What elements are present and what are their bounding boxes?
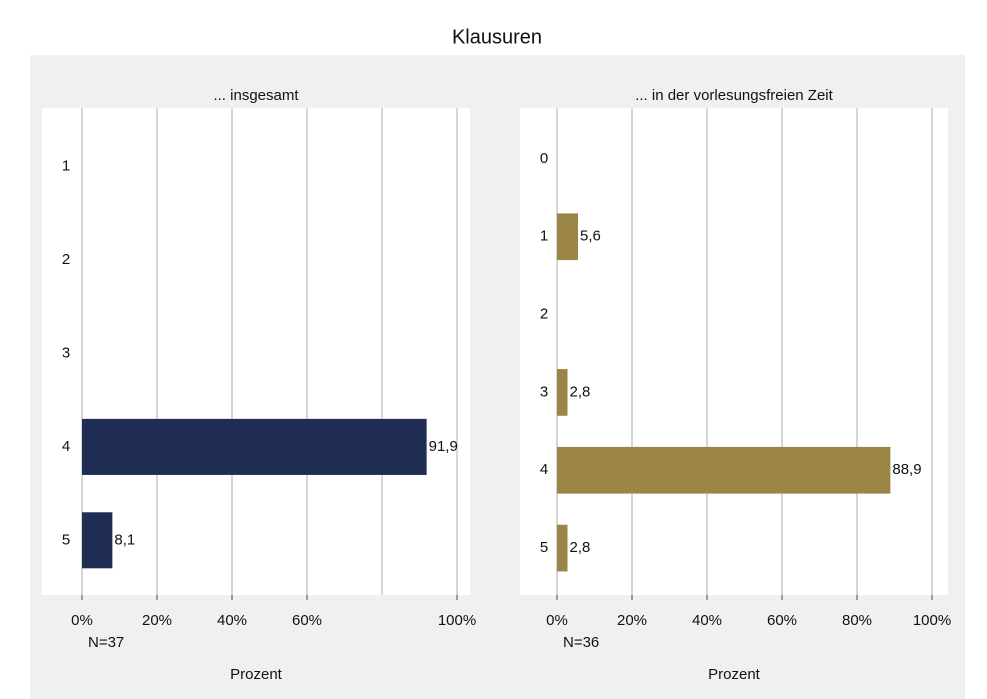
x-tick-label: 80% [842, 612, 872, 629]
y-tick-label: 2 [62, 251, 70, 268]
y-tick-label: 4 [540, 461, 548, 478]
panel-title: ... insgesamt [213, 87, 299, 104]
y-tick-label: 3 [540, 383, 548, 400]
panel-title: ... in der vorlesungsfreien Zeit [635, 87, 833, 104]
plot-area [520, 108, 948, 595]
bar [557, 369, 568, 416]
bar [557, 213, 578, 261]
value-label: 91,9 [429, 438, 458, 455]
plot-area [42, 108, 470, 595]
y-tick-label: 3 [62, 344, 70, 361]
value-label: 88,9 [892, 461, 921, 478]
y-tick-label: 5 [62, 531, 70, 548]
note: N=37 [88, 634, 124, 651]
chart-title: Klausuren [452, 26, 542, 48]
value-label: 8,1 [114, 531, 135, 548]
x-tick-label: 20% [142, 612, 172, 629]
x-axis-label: Prozent [708, 666, 761, 683]
bar [82, 512, 113, 569]
note: N=36 [563, 634, 599, 651]
y-tick-label: 1 [540, 228, 548, 245]
x-tick-label: 60% [292, 612, 322, 629]
y-tick-label: 2 [540, 306, 548, 323]
y-tick-label: 0 [540, 150, 548, 167]
x-tick-label: 40% [217, 612, 247, 629]
x-axis-label: Prozent [230, 666, 283, 683]
y-tick-label: 5 [540, 539, 548, 556]
x-tick-label: 20% [617, 612, 647, 629]
y-tick-label: 4 [62, 438, 70, 455]
bar [557, 446, 891, 494]
value-label: 2,8 [570, 383, 591, 400]
bar [82, 418, 427, 475]
bar [557, 524, 568, 572]
value-label: 5,6 [580, 228, 601, 245]
x-tick-label: 100% [438, 612, 476, 629]
y-tick-label: 1 [62, 158, 70, 175]
x-tick-label: 0% [546, 612, 568, 629]
x-tick-label: 60% [767, 612, 797, 629]
x-tick-label: 100% [913, 612, 951, 629]
value-label: 2,8 [570, 539, 591, 556]
x-tick-label: 40% [692, 612, 722, 629]
x-tick-label: 0% [71, 612, 93, 629]
